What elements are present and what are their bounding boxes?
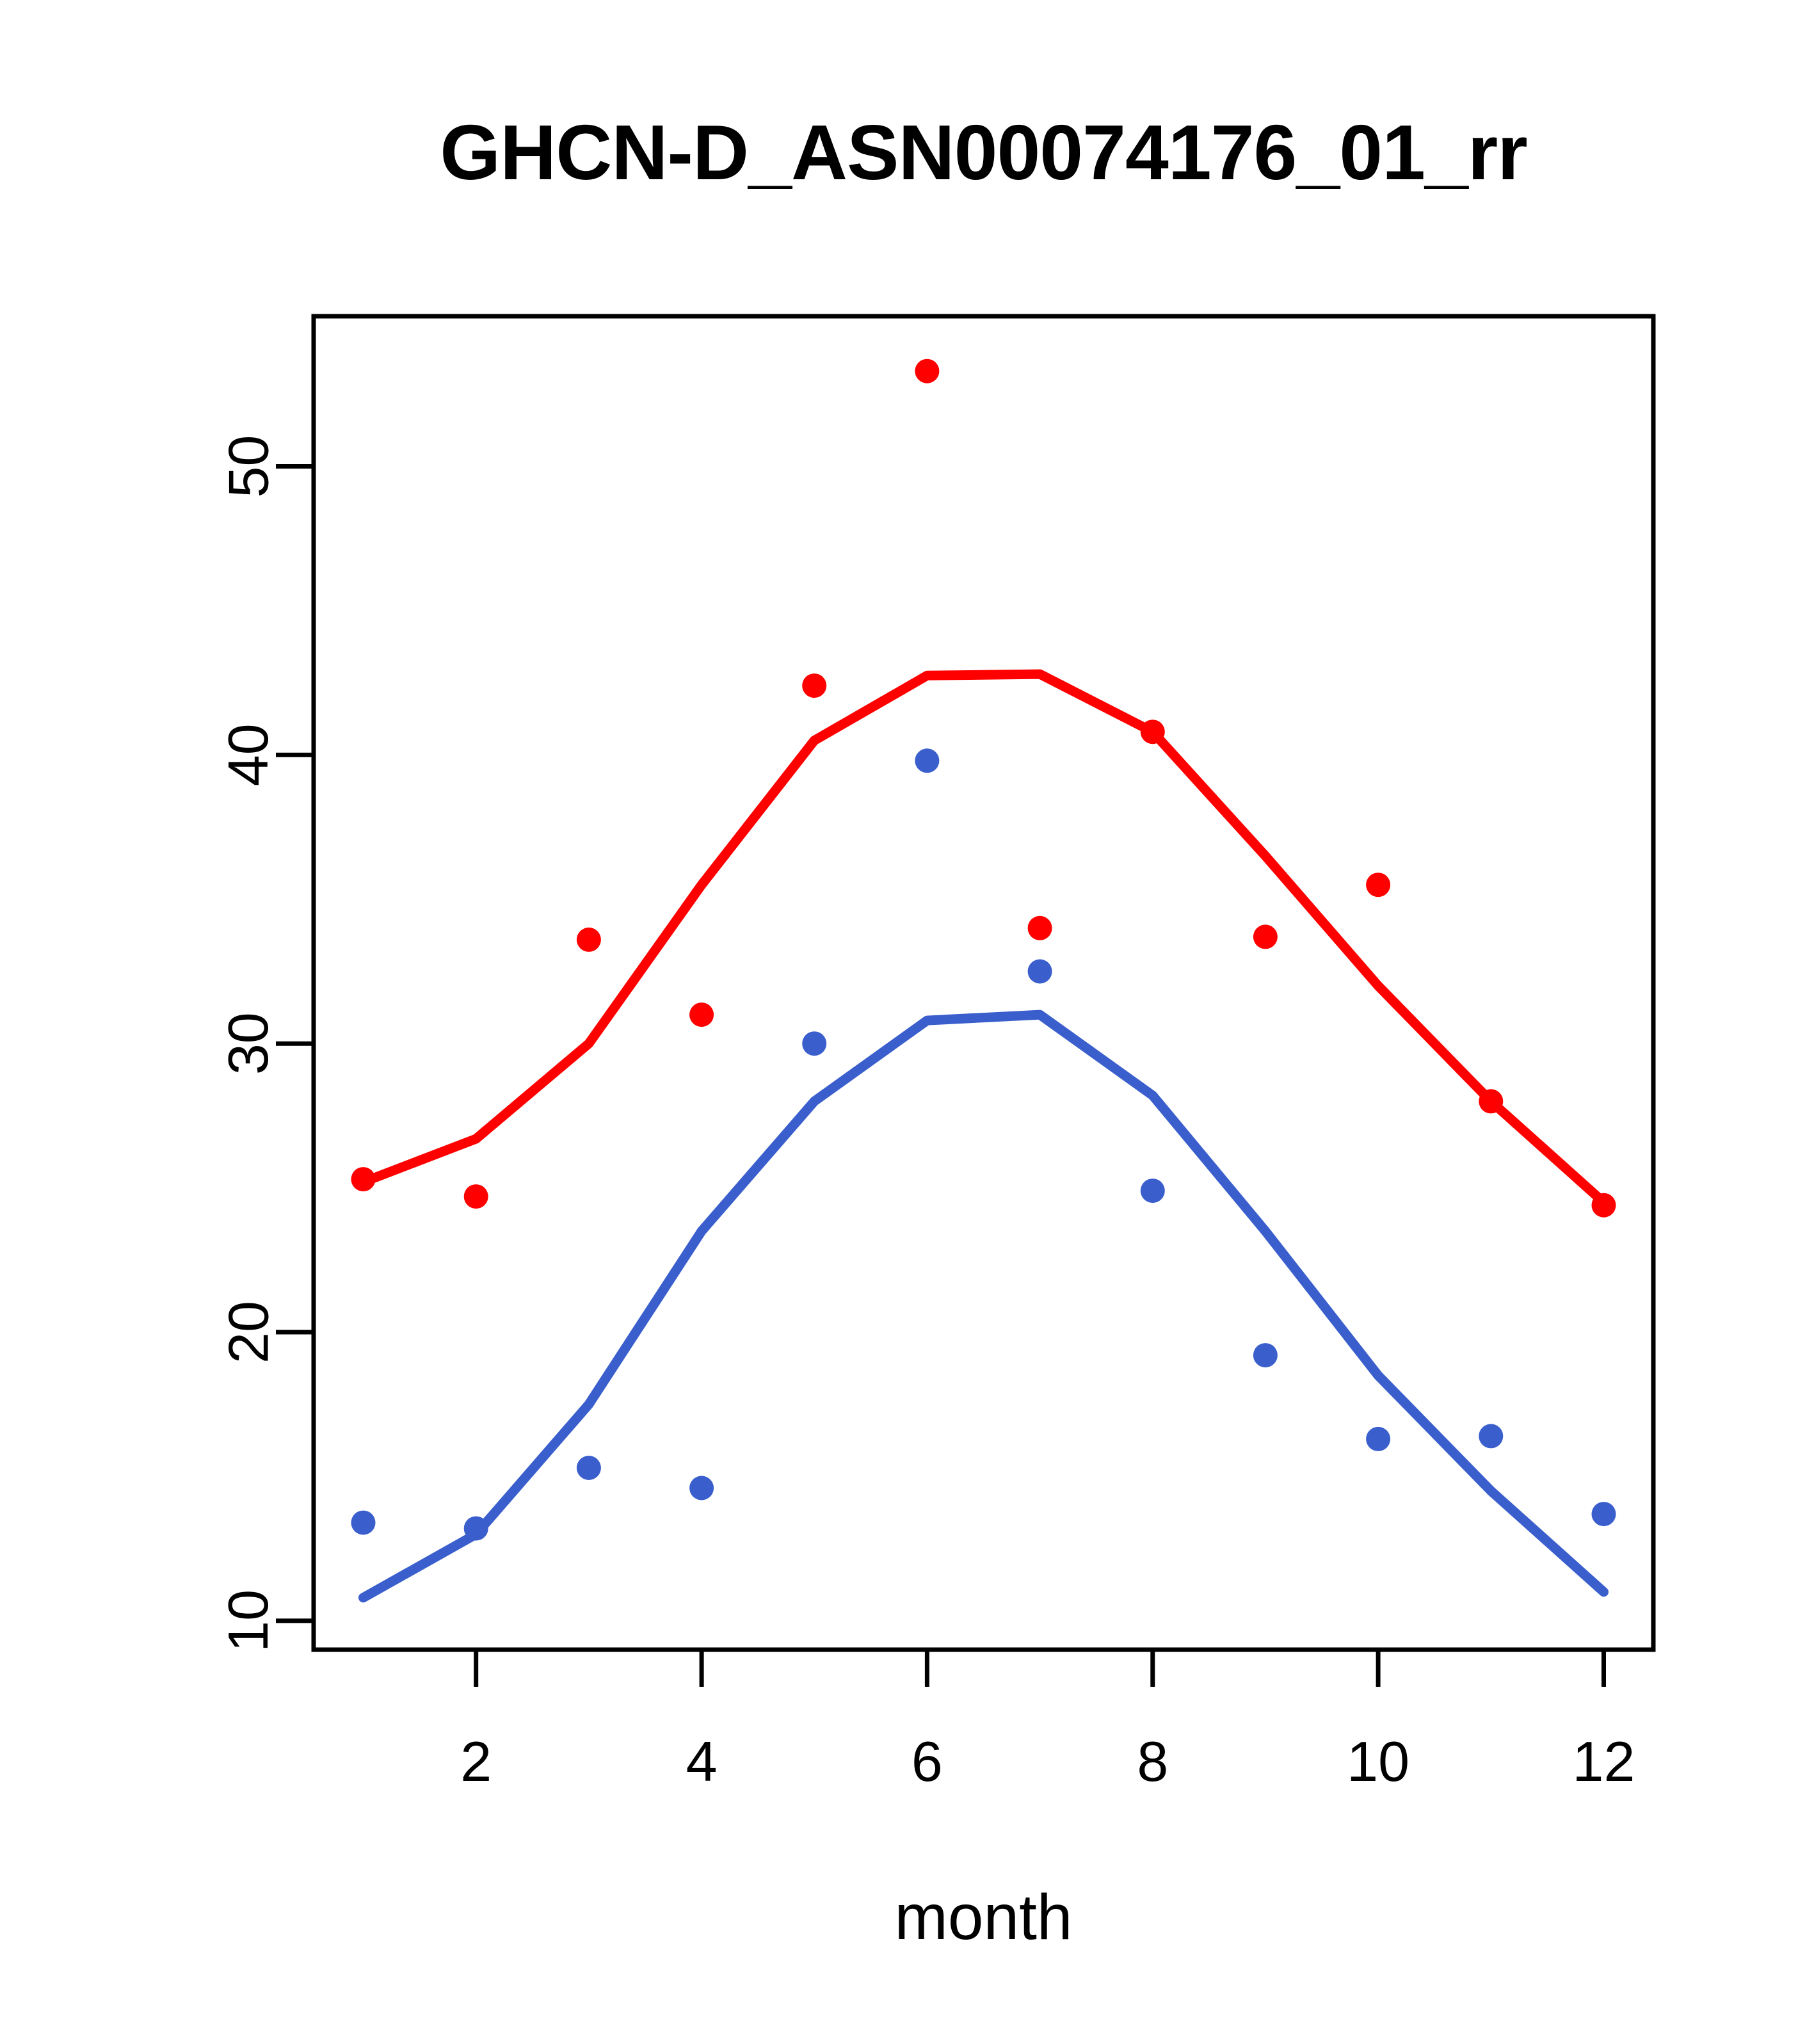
svg-text:GHCN-D_ASN00074176_01_rr: GHCN-D_ASN00074176_01_rr xyxy=(440,109,1527,196)
svg-text:10: 10 xyxy=(1347,1730,1409,1793)
svg-text:30: 30 xyxy=(216,1012,280,1075)
svg-text:10: 10 xyxy=(216,1589,280,1652)
svg-text:20: 20 xyxy=(216,1301,280,1364)
svg-text:2: 2 xyxy=(460,1730,492,1793)
svg-text:40: 40 xyxy=(216,723,280,786)
svg-text:month: month xyxy=(895,1881,1073,1953)
svg-text:50: 50 xyxy=(216,435,280,498)
svg-text:4: 4 xyxy=(686,1730,718,1793)
svg-text:8: 8 xyxy=(1137,1730,1168,1793)
svg-text:6: 6 xyxy=(911,1730,943,1793)
svg-text:12: 12 xyxy=(1573,1730,1635,1793)
